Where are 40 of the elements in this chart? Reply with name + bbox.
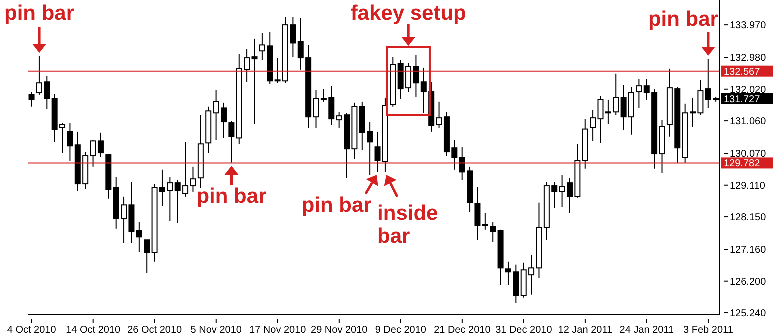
annotation: pin bar xyxy=(648,8,718,31)
y-tick-label: 133.970 xyxy=(730,20,767,32)
x-tick-label: 21 Dec 2010 xyxy=(434,325,492,335)
ref-line-label: 129.782 xyxy=(724,158,761,170)
y-tick-label: 125.240 xyxy=(730,308,767,320)
x-tick-label: 26 Oct 2010 xyxy=(128,325,183,335)
x-tick-label: 12 Jan 2011 xyxy=(558,325,614,335)
x-tick-label: 3 Feb 2011 xyxy=(684,325,734,335)
y-tick-label: 127.160 xyxy=(730,245,767,256)
y-tick-label: 126.200 xyxy=(730,276,767,288)
annotation: fakey setup xyxy=(350,2,466,25)
annotation: inside bar xyxy=(378,202,438,248)
y-tick-label: 128.150 xyxy=(730,212,767,224)
annotation: pin bar xyxy=(4,2,75,25)
x-tick-label: 14 Oct 2010 xyxy=(66,325,122,335)
x-tick-label: 31 Dec 2010 xyxy=(496,325,553,335)
candlestick xyxy=(636,78,642,109)
ref-line-label: 132.567 xyxy=(724,66,761,78)
annotation: pin bar xyxy=(302,194,372,217)
y-tick-label: 132.980 xyxy=(730,53,767,64)
candlestick xyxy=(482,212,488,230)
y-tick-label: 132.020 xyxy=(730,84,767,96)
candlestick xyxy=(144,240,150,274)
x-tick-label: 17 Nov 2010 xyxy=(250,325,307,335)
x-tick-label: 24 Jan 2011 xyxy=(620,325,675,335)
candlestick xyxy=(228,120,235,164)
y-tick-label: 131.060 xyxy=(730,116,767,128)
candlestick xyxy=(136,221,142,252)
candlestick xyxy=(28,92,35,108)
y-tick-label: 129.110 xyxy=(730,180,766,192)
candlestick xyxy=(490,221,496,243)
annotation: pin bar xyxy=(196,185,267,208)
x-tick-label: 5 Nov 2010 xyxy=(190,325,242,335)
text: 131.727 xyxy=(724,94,761,106)
candlestick xyxy=(474,186,481,241)
y-tick-label: 130.070 xyxy=(730,149,767,160)
candlestick xyxy=(67,122,74,162)
x-tick-label: 9 Dec 2010 xyxy=(375,325,427,335)
x-tick-label: 4 Oct 2010 xyxy=(7,325,57,335)
x-tick-label: 29 Nov 2010 xyxy=(311,325,368,335)
